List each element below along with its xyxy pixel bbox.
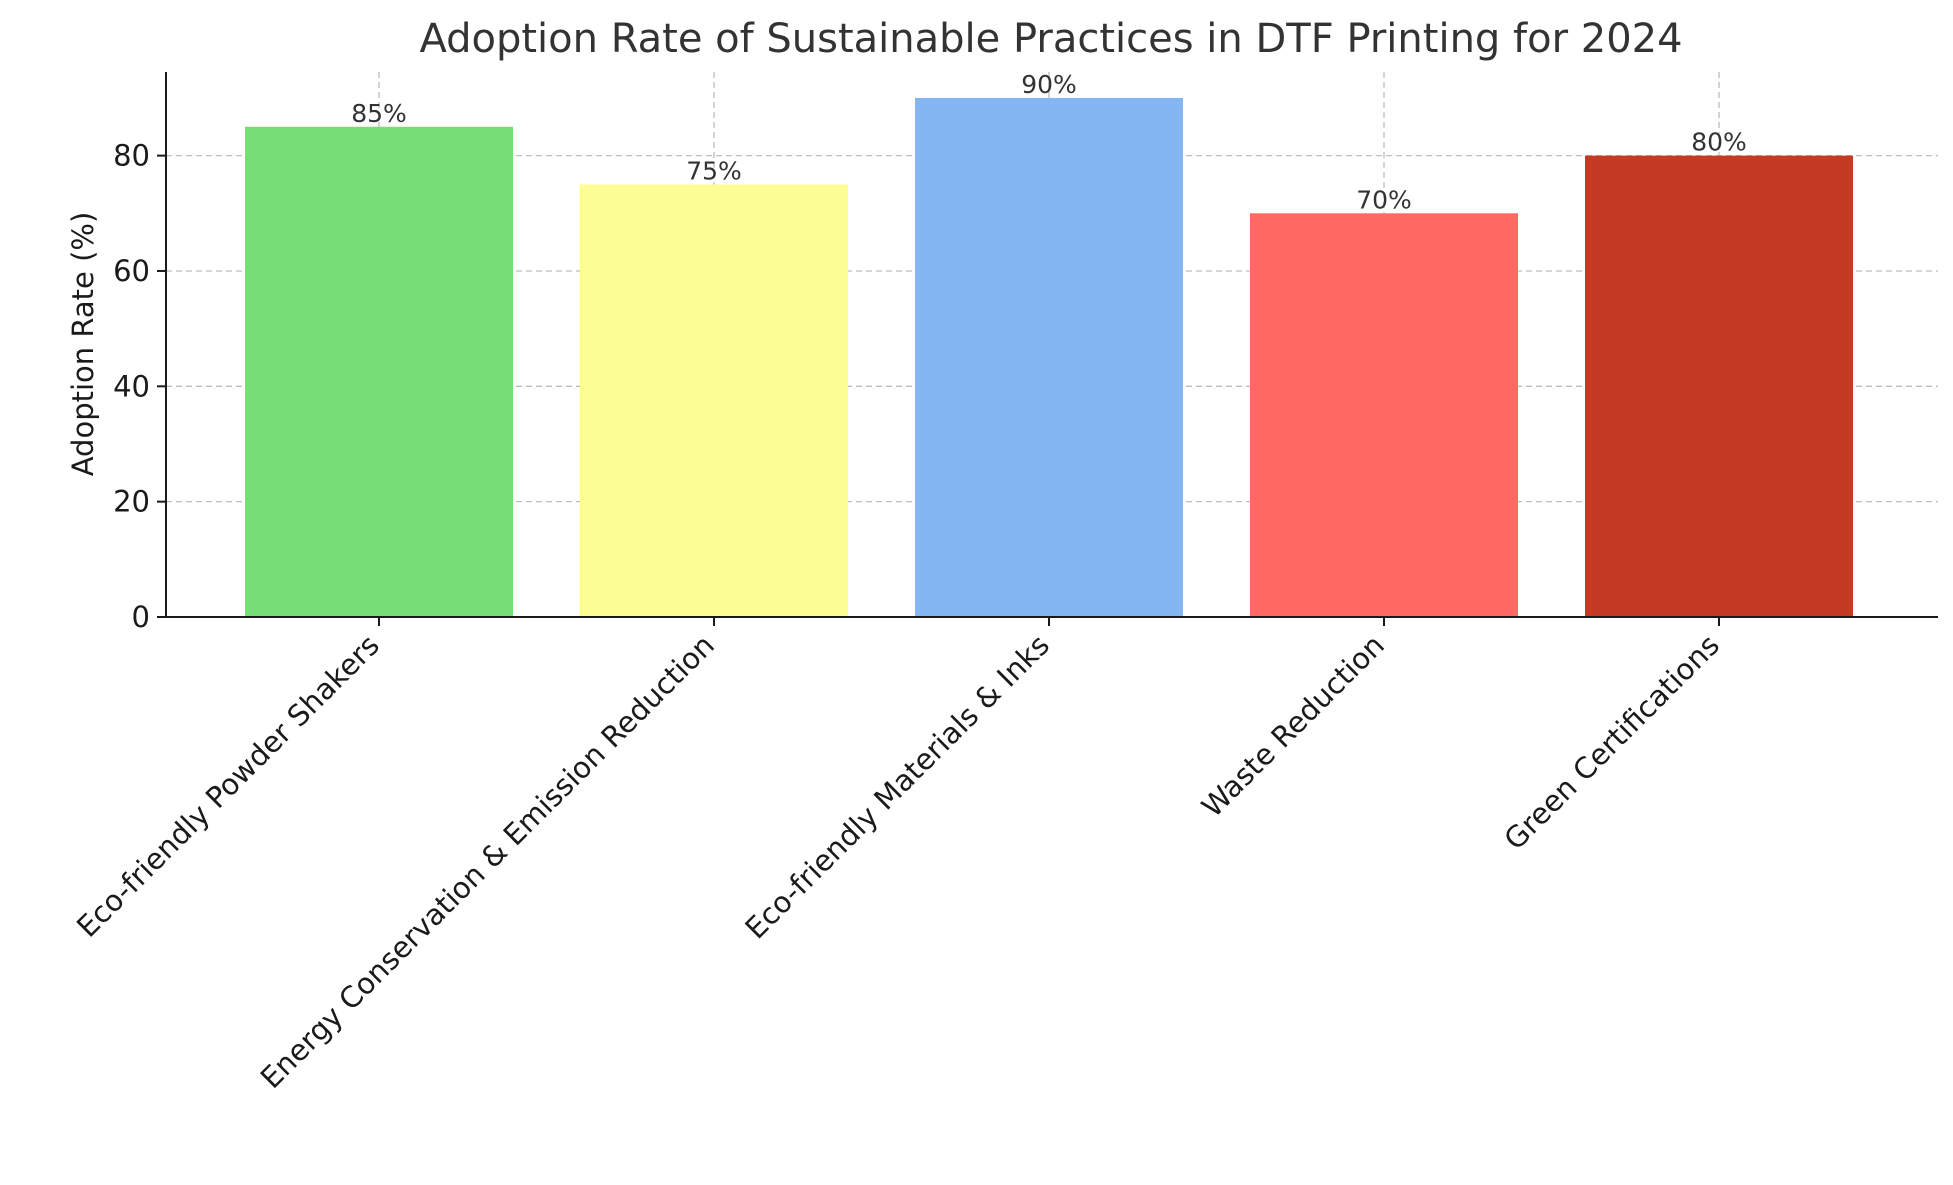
x-tick-label: Eco-friendly Materials & Inks	[738, 628, 1056, 946]
data-label: 80%	[1691, 128, 1747, 157]
bar	[245, 126, 513, 617]
x-tick-label: Waste Reduction	[1195, 628, 1391, 824]
y-tick-label: 60	[113, 254, 150, 288]
data-label: 85%	[351, 99, 407, 128]
bar	[1585, 155, 1853, 618]
x-tick-label: Eco-friendly Powder Shakers	[70, 628, 386, 944]
bars	[245, 97, 1853, 618]
bar	[915, 97, 1183, 617]
data-label: 70%	[1356, 185, 1412, 214]
y-axis-label: Adoption Rate (%)	[66, 212, 100, 477]
y-tick-label: 20	[113, 485, 150, 519]
bar	[1250, 213, 1518, 617]
y-tick-label: 40	[113, 369, 150, 403]
data-label: 75%	[686, 156, 742, 185]
y-tick-label: 0	[132, 600, 150, 634]
axes	[157, 72, 1938, 626]
bar	[580, 184, 848, 617]
chart-title: Adoption Rate of Sustainable Practices i…	[419, 16, 1682, 62]
x-tick-label: Green Certifications	[1497, 628, 1725, 856]
data-label: 90%	[1021, 70, 1077, 99]
y-tick-label: 80	[113, 139, 150, 173]
